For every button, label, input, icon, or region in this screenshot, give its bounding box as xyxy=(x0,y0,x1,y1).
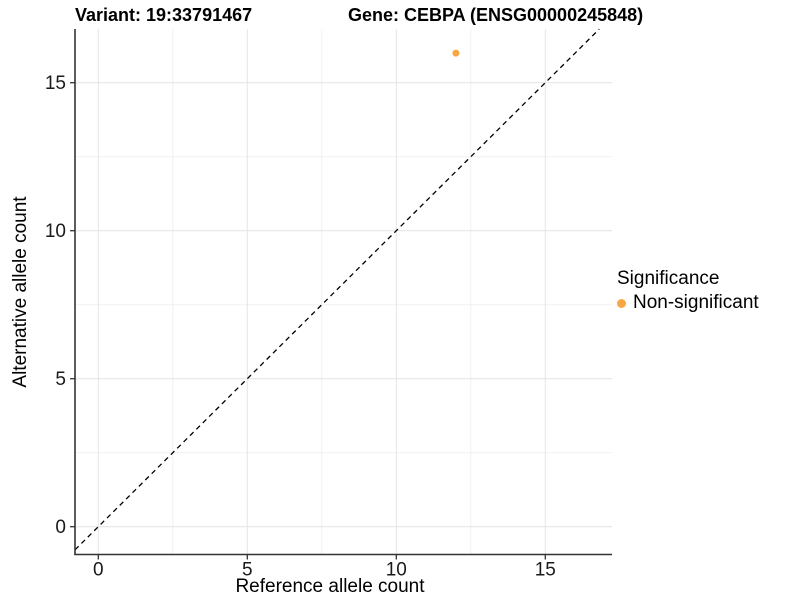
y-axis-label: Alternative allele count xyxy=(10,196,31,388)
identity-line xyxy=(74,28,600,551)
data-point xyxy=(452,49,460,57)
x-axis-label: Reference allele count xyxy=(235,576,425,597)
y-tick-label: 15 xyxy=(45,73,66,94)
legend-title: Significance xyxy=(617,268,720,289)
y-tick-label: 5 xyxy=(55,369,66,390)
legend-items: Non-significant xyxy=(617,292,759,314)
legend-item: Non-significant xyxy=(617,292,759,314)
y-tick-label: 0 xyxy=(55,517,66,538)
x-tick-label: 5 xyxy=(242,560,253,581)
y-tick-label: 10 xyxy=(45,221,66,242)
legend-item-label: Non-significant xyxy=(633,292,759,313)
x-tick-label: 15 xyxy=(535,560,556,581)
x-tick-label: 0 xyxy=(93,560,104,581)
legend-key-dot-icon xyxy=(617,298,626,308)
gene-title: Gene: CEBPA (ENSG00000245848) xyxy=(348,5,644,25)
legend: Significance Non-significant xyxy=(617,268,759,314)
variant-title: Variant: 19:33791467 xyxy=(75,5,253,25)
x-tick-label: 10 xyxy=(386,560,407,581)
